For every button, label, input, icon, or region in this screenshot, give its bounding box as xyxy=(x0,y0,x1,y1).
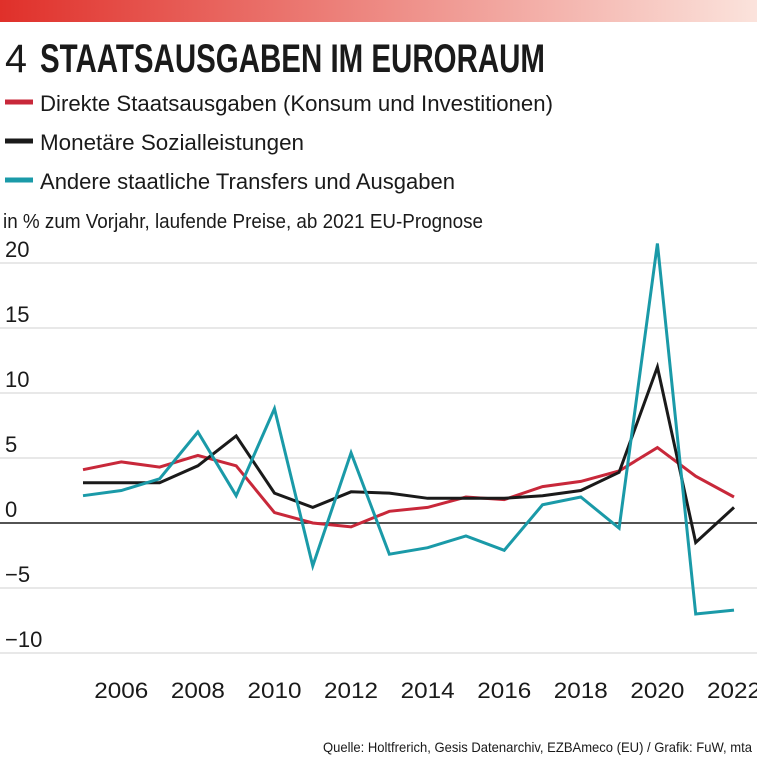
x-tick-label: 2010 xyxy=(247,678,301,703)
x-tick-label: 2020 xyxy=(630,678,684,703)
x-tick-label: 2016 xyxy=(477,678,531,703)
legend-label: Direkte Staatsausgaben (Konsum und Inves… xyxy=(40,91,553,116)
data-line xyxy=(83,361,736,546)
x-tick-label: 2018 xyxy=(554,678,608,703)
x-tick-label: 2008 xyxy=(171,678,225,703)
y-tick-label: 0 xyxy=(5,497,17,522)
x-tick-label: 2022 xyxy=(707,678,757,703)
source-note: Quelle: Holtfrerich, Gesis Datenarchiv, … xyxy=(323,739,752,755)
legend-label: Andere staatliche Transfers und Ausgaben xyxy=(40,169,455,194)
chart-number: 4 xyxy=(5,37,27,81)
chart-title: STAATSAUSGABEN IM EURORAUM xyxy=(40,37,545,81)
y-tick-label: −5 xyxy=(5,562,30,587)
y-tick-label: 10 xyxy=(5,367,29,392)
y-tick-label: 15 xyxy=(5,302,29,327)
data-line xyxy=(82,445,735,529)
x-tick-label: 2012 xyxy=(324,678,378,703)
chart-subtitle: in % zum Vorjahr, laufende Preise, ab 20… xyxy=(3,211,483,233)
y-tick-label: 20 xyxy=(5,237,29,262)
data-line xyxy=(82,243,735,616)
header-bar xyxy=(0,0,757,22)
y-tick-label: −10 xyxy=(5,627,42,652)
x-tick-label: 2006 xyxy=(94,678,148,703)
y-tick-label: 5 xyxy=(5,432,17,457)
x-tick-label: 2014 xyxy=(401,678,455,703)
legend-label: Monetäre Sozialleistungen xyxy=(40,130,304,155)
